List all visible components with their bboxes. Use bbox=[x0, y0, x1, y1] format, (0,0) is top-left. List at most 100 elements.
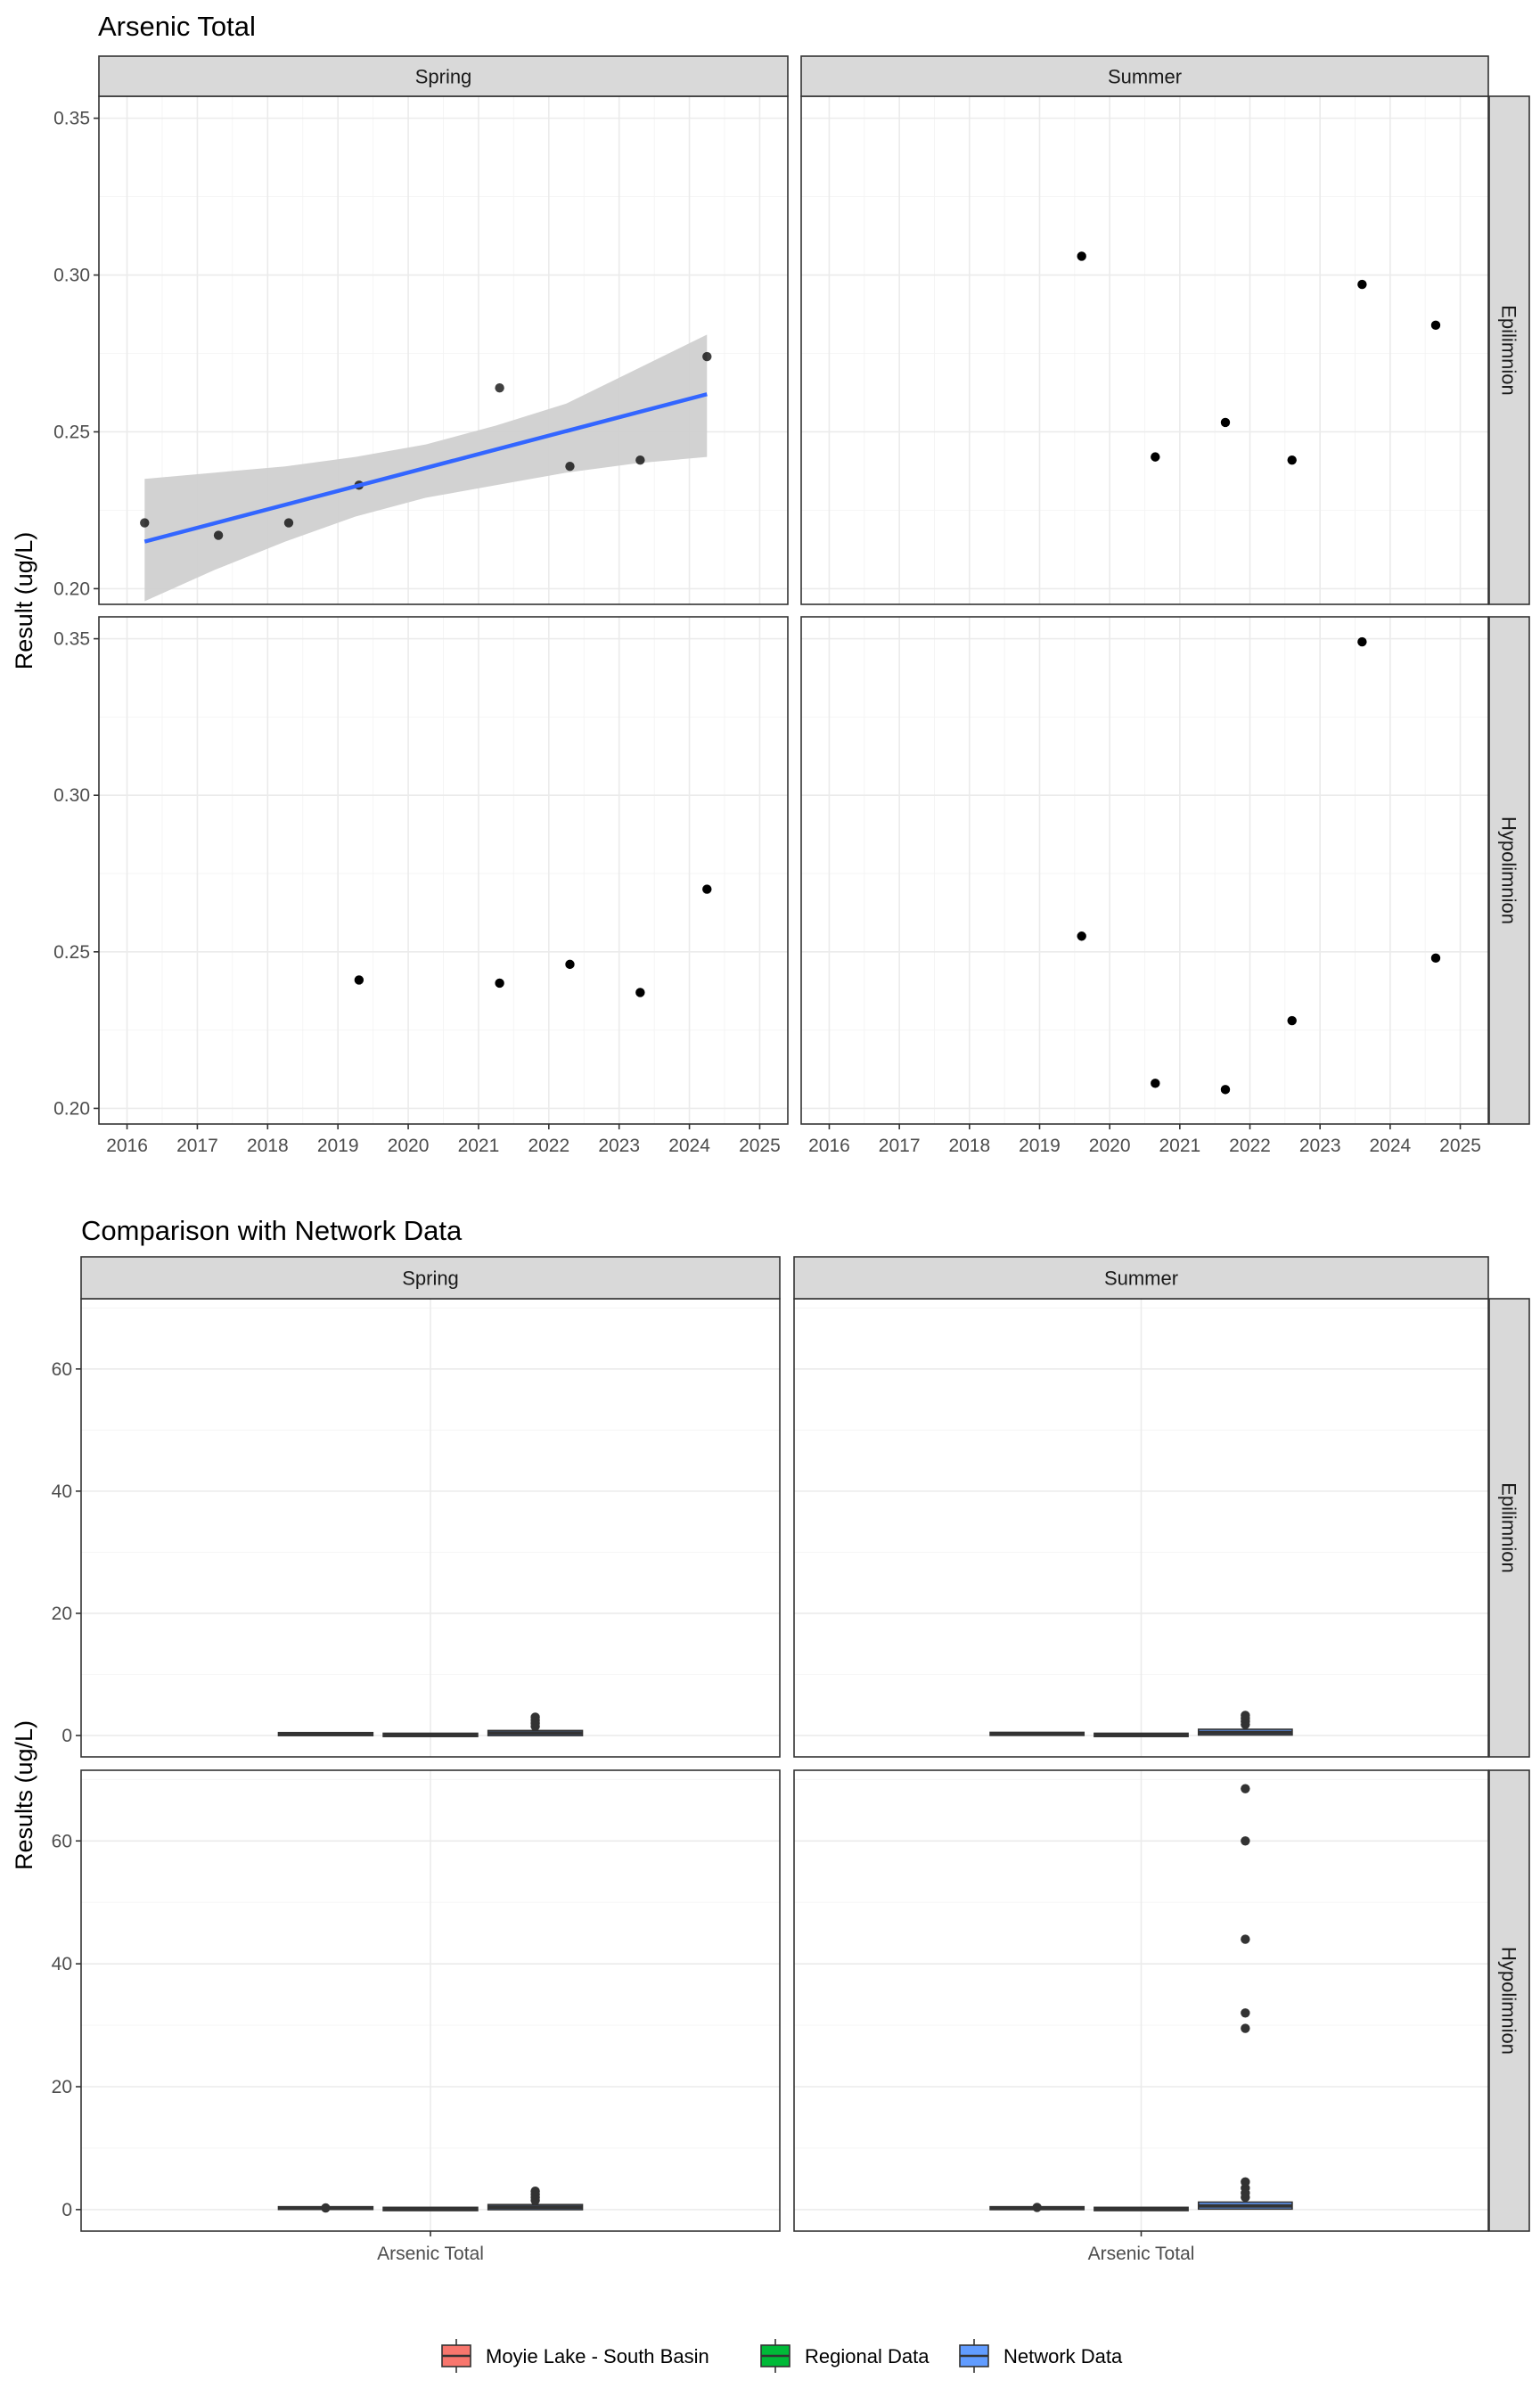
outlier-network-data-4 bbox=[530, 2186, 540, 2196]
comparison-chart-title: Comparison with Network Data bbox=[81, 1215, 463, 1246]
facet-strip-summer bbox=[793, 1256, 1489, 1300]
x-tick-label: 2025 bbox=[1439, 1136, 1481, 1156]
outlier-network-data-4 bbox=[530, 1712, 540, 1722]
y-tick-label: 0.25 bbox=[53, 422, 90, 442]
legend-key-network-data bbox=[959, 2339, 989, 2373]
x-tick-label: 2024 bbox=[1369, 1136, 1411, 1156]
data-point-2 bbox=[1151, 1079, 1160, 1088]
data-point-3 bbox=[565, 959, 575, 970]
data-point-2 bbox=[495, 978, 504, 989]
facet-strip-hypolimnion bbox=[1488, 616, 1530, 1125]
facet-strip-label: Hypolimnion bbox=[1498, 1947, 1520, 2055]
x-tick-label: 2018 bbox=[247, 1136, 289, 1156]
data-point-1 bbox=[354, 975, 365, 985]
y-tick-label: 0.20 bbox=[53, 578, 90, 599]
y-tick-label: 0.35 bbox=[53, 109, 90, 129]
facet-strip-label: Epilimnion bbox=[1498, 1482, 1520, 1573]
y-tick-label: 0.20 bbox=[53, 1098, 90, 1119]
comparison-y-axis-label: Results (ug/L) bbox=[11, 1720, 37, 1870]
y-tick-label: 0.30 bbox=[53, 266, 90, 286]
x-tick-label: 2024 bbox=[668, 1136, 710, 1156]
facet-strip-label: Hypolimnion bbox=[1498, 816, 1520, 924]
trend-line bbox=[143, 392, 708, 544]
x-tick-label: Arsenic Total bbox=[377, 2244, 484, 2264]
outlier-moyie-lake-south-basin-1 bbox=[1032, 2203, 1042, 2212]
data-point-1 bbox=[140, 518, 150, 528]
data-point-4 bbox=[635, 988, 645, 997]
data-point-7 bbox=[635, 455, 645, 465]
x-tick-label: 2023 bbox=[1299, 1136, 1341, 1156]
y-tick-label: 0 bbox=[61, 2200, 72, 2220]
data-point-1 bbox=[1077, 251, 1086, 261]
facet-strip-summer bbox=[800, 55, 1489, 97]
y-tick-label: 40 bbox=[52, 1481, 72, 1502]
x-tick-label: 2019 bbox=[1019, 1136, 1061, 1156]
outlier-moyie-lake-south-basin-1 bbox=[321, 2203, 331, 2213]
data-point-2 bbox=[1151, 452, 1160, 462]
data-point-6 bbox=[1430, 320, 1441, 331]
data-point-3 bbox=[1220, 1085, 1231, 1095]
x-tick-label: Arsenic Total bbox=[1088, 2244, 1195, 2264]
facet-strip-spring bbox=[80, 1256, 781, 1300]
outlier-network-data-5 bbox=[1241, 2023, 1250, 2033]
facet-strip-label: Summer bbox=[1104, 1268, 1178, 1290]
y-tick-label: 60 bbox=[52, 1359, 72, 1380]
y-tick-label: 0.30 bbox=[53, 785, 90, 806]
data-point-2 bbox=[213, 530, 224, 540]
x-tick-label: 2017 bbox=[176, 1136, 218, 1156]
x-tick-label: 2020 bbox=[388, 1136, 430, 1156]
data-point-4 bbox=[1287, 455, 1297, 465]
data-point-6 bbox=[1430, 953, 1441, 964]
data-point-3 bbox=[283, 518, 294, 528]
box-panel-summer-hypolimnion: Arsenic Total bbox=[793, 1769, 1489, 2264]
x-tick-label: 2016 bbox=[808, 1136, 850, 1156]
x-tick-label: 2023 bbox=[598, 1136, 640, 1156]
x-tick-label: 2022 bbox=[1229, 1136, 1271, 1156]
trend-panel-spring-epilimnion: 0.20 0.25 0.30 0.35 bbox=[53, 95, 789, 605]
panel-border bbox=[800, 616, 1489, 1125]
legend-label-regional-data: Regional Data bbox=[805, 2345, 930, 2367]
trend-y-axis-label: Result (ug/L) bbox=[11, 532, 37, 670]
y-tick-label: 60 bbox=[52, 1831, 72, 1851]
x-tick-label: 2021 bbox=[458, 1136, 500, 1156]
x-tick-label: 2022 bbox=[528, 1136, 569, 1156]
facet-strip-label: Summer bbox=[1108, 66, 1182, 88]
box-panel-summer-epilimnion bbox=[793, 1298, 1489, 1758]
data-point-1 bbox=[1077, 931, 1086, 941]
outlier-network-data-4 bbox=[1241, 1711, 1250, 1720]
facet-strip-epilimnion bbox=[1488, 95, 1530, 605]
trend-panel-spring-hypolimnion: 0.20 0.25 0.30 0.35 2016 2017 2018 2019 2020 2021… bbox=[53, 616, 789, 1156]
trend-facet-grid: 0.20 0.25 0.30 0.35 0.20 0.25 0.30 0.35 2016 2017… bbox=[53, 55, 1530, 1156]
trend-chart-title: Arsenic Total bbox=[98, 11, 256, 42]
x-tick-label: 2017 bbox=[879, 1136, 921, 1156]
x-tick-label: 2016 bbox=[106, 1136, 148, 1156]
legend-key-regional-data bbox=[760, 2339, 790, 2373]
x-tick-label: 2025 bbox=[739, 1136, 781, 1156]
y-tick-label: 40 bbox=[52, 1954, 72, 1974]
x-tick-label: 2021 bbox=[1159, 1136, 1200, 1156]
legend-label-moyie-lake-south-basin: Moyie Lake - South Basin bbox=[486, 2345, 709, 2367]
outlier-network-data-4 bbox=[1241, 2177, 1250, 2187]
facet-strip-epilimnion bbox=[1488, 1298, 1530, 1758]
y-tick-label: 20 bbox=[52, 2077, 72, 2097]
x-tick-label: 2019 bbox=[317, 1136, 359, 1156]
trend-panel-summer-hypolimnion: 2016 2017 2018 2019 2020 2021 2022 2023 2024 2025 bbox=[800, 616, 1489, 1156]
data-point-4 bbox=[1287, 1015, 1297, 1026]
y-tick-label: 0 bbox=[61, 1726, 72, 1746]
trend-panel-summer-epilimnion bbox=[800, 95, 1489, 605]
box-panel-spring-epilimnion: 0 20 40 60 bbox=[52, 1298, 781, 1758]
outlier-network-data-7 bbox=[1241, 1934, 1250, 1944]
legend-key-moyie-lake-south-basin bbox=[441, 2339, 471, 2373]
facet-strip-label: Epilimnion bbox=[1498, 305, 1520, 396]
legend: Moyie Lake - South Basin Regional Data Net… bbox=[441, 2339, 1123, 2373]
facet-strip-label: Spring bbox=[415, 66, 472, 88]
outlier-network-data-6 bbox=[1241, 2008, 1250, 2018]
x-tick-label: 2020 bbox=[1089, 1136, 1131, 1156]
facet-strip-hypolimnion bbox=[1488, 1769, 1530, 2232]
x-tick-label: 2018 bbox=[948, 1136, 990, 1156]
data-point-3 bbox=[1220, 417, 1231, 428]
y-tick-label: 0.35 bbox=[53, 629, 90, 650]
panel-border bbox=[98, 616, 789, 1125]
facet-strip-label: Spring bbox=[402, 1268, 459, 1290]
